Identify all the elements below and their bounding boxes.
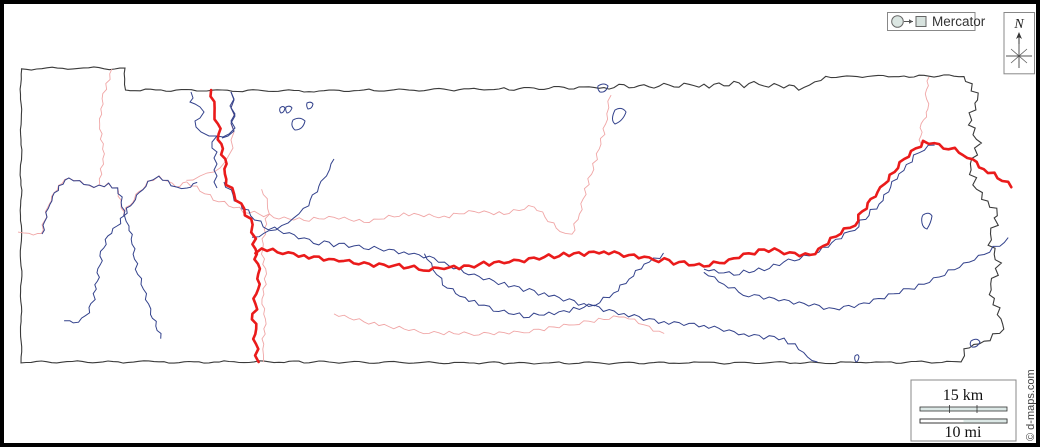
svg-text:N: N xyxy=(1013,17,1024,32)
svg-text:Mercator: Mercator xyxy=(932,14,986,29)
svg-text:10 mi: 10 mi xyxy=(945,424,982,441)
svg-text:© d-maps.com: © d-maps.com xyxy=(1025,369,1037,441)
svg-text:15 km: 15 km xyxy=(943,387,984,404)
